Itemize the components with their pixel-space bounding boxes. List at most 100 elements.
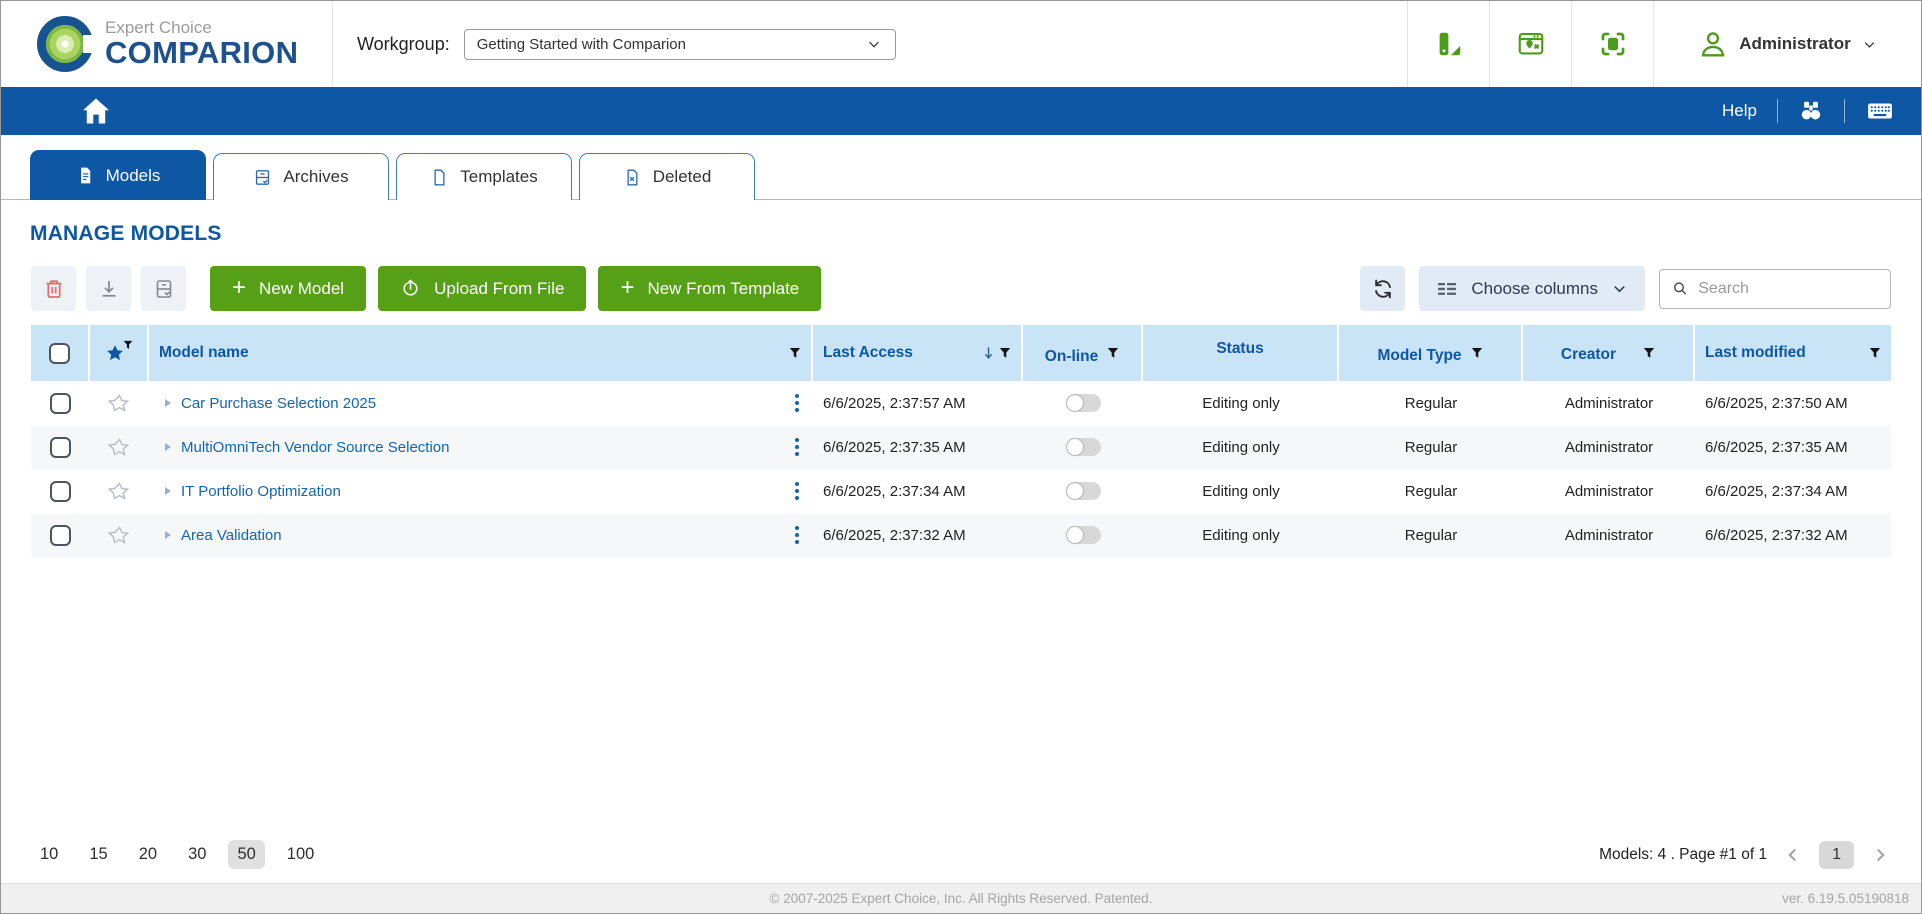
model-name-link[interactable]: Car Purchase Selection 2025 bbox=[181, 394, 377, 412]
filter-funnel-icon[interactable] bbox=[1107, 347, 1119, 359]
plus-icon: + bbox=[232, 273, 247, 301]
page-size-option[interactable]: 10 bbox=[40, 845, 59, 863]
page-size-option[interactable]: 30 bbox=[188, 845, 207, 863]
refresh-button[interactable] bbox=[1360, 266, 1406, 311]
page-title: MANAGE MODELS bbox=[30, 222, 222, 245]
favorite-star-icon[interactable] bbox=[108, 480, 131, 503]
last-modified-cell: 6/6/2025, 2:37:34 AM bbox=[1705, 482, 1848, 500]
brand-name: COMPARION bbox=[105, 34, 299, 70]
select-all-checkbox[interactable] bbox=[49, 342, 70, 364]
expand-caret-icon[interactable] bbox=[165, 399, 171, 407]
template-doc-icon bbox=[430, 168, 449, 187]
page-size-option[interactable]: 15 bbox=[89, 845, 108, 863]
filter-funnel-icon[interactable] bbox=[1869, 347, 1881, 359]
online-toggle[interactable] bbox=[1065, 526, 1101, 544]
model-type-cell: Regular bbox=[1404, 482, 1458, 500]
row-checkbox[interactable] bbox=[50, 480, 71, 502]
column-header-last-access: Last Access bbox=[813, 325, 1023, 381]
theme-swatches-button[interactable] bbox=[1407, 1, 1489, 87]
page-size-option-active[interactable]: 50 bbox=[228, 840, 265, 869]
download-icon bbox=[102, 280, 115, 297]
archive-icon bbox=[253, 168, 272, 187]
swatches-icon bbox=[1439, 32, 1460, 56]
expand-caret-icon[interactable] bbox=[165, 531, 171, 539]
row-menu-kebab-icon[interactable] bbox=[795, 526, 803, 544]
last-access-cell: 6/6/2025, 2:37:32 AM bbox=[823, 526, 966, 544]
model-name-link[interactable]: MultiOmniTech Vendor Source Selection bbox=[181, 438, 450, 456]
status-cell: Editing only bbox=[1202, 526, 1280, 544]
brand-tagline: Expert Choice bbox=[105, 17, 212, 37]
expand-caret-icon[interactable] bbox=[165, 443, 171, 451]
binoculars-icon[interactable] bbox=[1798, 98, 1824, 124]
sort-desc-icon[interactable] bbox=[983, 346, 994, 360]
search-input[interactable] bbox=[1698, 279, 1879, 298]
divider bbox=[1777, 99, 1778, 123]
page-size-selector: 10 15 20 30 50 100 bbox=[31, 840, 323, 869]
tab-label: Templates bbox=[460, 167, 538, 186]
upload-from-file-button[interactable]: Upload From File bbox=[378, 266, 587, 311]
row-checkbox[interactable] bbox=[50, 524, 71, 546]
next-page-chevron-icon[interactable] bbox=[1869, 844, 1891, 866]
filter-funnel-icon[interactable] bbox=[1643, 347, 1655, 359]
model-type-cell: Regular bbox=[1404, 438, 1458, 456]
online-toggle[interactable] bbox=[1065, 482, 1101, 500]
column-header-online: On-line bbox=[1023, 325, 1143, 381]
user-menu[interactable]: Administrator bbox=[1653, 1, 1921, 87]
page-size-option[interactable]: 100 bbox=[286, 845, 315, 863]
tab-archives[interactable]: Archives bbox=[213, 153, 389, 200]
choose-columns-button[interactable]: Choose columns bbox=[1419, 266, 1645, 311]
brand-logo: Expert Choice COMPARION bbox=[1, 1, 333, 87]
workgroup-selected-value: Getting Started with Comparion bbox=[476, 35, 686, 53]
favorite-star-icon[interactable] bbox=[108, 436, 131, 459]
column-header-model-name: Model name bbox=[149, 325, 813, 381]
delete-button[interactable] bbox=[31, 266, 76, 311]
page-number-button[interactable]: 1 bbox=[1819, 840, 1854, 869]
keyboard-icon[interactable] bbox=[1865, 96, 1895, 126]
row-checkbox[interactable] bbox=[50, 392, 71, 414]
favorite-filter-header[interactable] bbox=[90, 325, 149, 381]
column-header-status: Status bbox=[1143, 325, 1339, 381]
tab-label: Deleted bbox=[652, 167, 712, 186]
models-table: Model name Last Access On-line Status Mo… bbox=[31, 325, 1891, 557]
workgroup-select[interactable]: Getting Started with Comparion bbox=[463, 28, 896, 60]
row-menu-kebab-icon[interactable] bbox=[795, 438, 803, 456]
star-icon bbox=[107, 345, 123, 361]
download-button[interactable] bbox=[86, 266, 131, 311]
fullscreen-button[interactable] bbox=[1571, 1, 1653, 87]
tabs-bar: Models Archives Templates Deleted bbox=[1, 150, 1921, 200]
expand-caret-icon[interactable] bbox=[165, 487, 171, 495]
creator-cell: Administrator bbox=[1564, 394, 1654, 412]
row-menu-kebab-icon[interactable] bbox=[795, 482, 803, 500]
model-name-link[interactable]: Area Validation bbox=[181, 526, 282, 544]
filter-funnel-icon[interactable] bbox=[789, 347, 801, 359]
row-checkbox[interactable] bbox=[50, 436, 71, 458]
site-tour-button[interactable] bbox=[1489, 1, 1571, 87]
model-type-cell: Regular bbox=[1404, 394, 1458, 412]
creator-cell: Administrator bbox=[1564, 526, 1654, 544]
new-from-template-button[interactable]: + New From Template bbox=[598, 266, 822, 311]
creator-cell: Administrator bbox=[1564, 482, 1654, 500]
new-model-button[interactable]: + New Model bbox=[210, 266, 367, 311]
row-menu-kebab-icon[interactable] bbox=[795, 394, 803, 412]
favorite-star-icon[interactable] bbox=[108, 392, 131, 415]
model-name-link[interactable]: IT Portfolio Optimization bbox=[181, 482, 341, 500]
column-header-last-modified: Last modified bbox=[1695, 325, 1891, 381]
choose-columns-label: Choose columns bbox=[1471, 278, 1598, 298]
tour-map-icon bbox=[1518, 32, 1543, 55]
home-icon[interactable] bbox=[79, 94, 113, 128]
online-toggle[interactable] bbox=[1065, 438, 1101, 456]
archive-model-button[interactable] bbox=[141, 266, 186, 311]
filter-funnel-icon[interactable] bbox=[999, 347, 1011, 359]
tab-deleted[interactable]: Deleted bbox=[579, 153, 755, 200]
online-toggle[interactable] bbox=[1065, 394, 1101, 412]
filter-funnel-icon[interactable] bbox=[1471, 347, 1483, 359]
page-size-option[interactable]: 20 bbox=[138, 845, 158, 863]
tab-templates[interactable]: Templates bbox=[396, 153, 572, 200]
favorite-star-icon[interactable] bbox=[108, 524, 131, 547]
tab-models[interactable]: Models bbox=[30, 150, 206, 200]
new-model-label: New Model bbox=[259, 278, 345, 298]
help-link[interactable]: Help bbox=[1722, 101, 1757, 120]
model-type-cell: Regular bbox=[1404, 526, 1458, 544]
prev-page-chevron-icon[interactable] bbox=[1782, 844, 1804, 866]
last-modified-cell: 6/6/2025, 2:37:35 AM bbox=[1705, 438, 1848, 456]
